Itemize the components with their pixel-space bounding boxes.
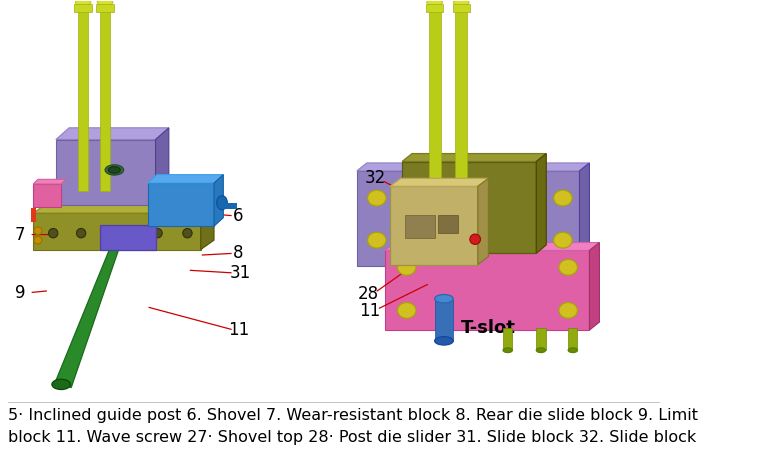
Text: 5: 5 (134, 136, 144, 154)
Polygon shape (147, 175, 223, 183)
Ellipse shape (536, 348, 545, 353)
Ellipse shape (435, 337, 453, 345)
Polygon shape (156, 128, 169, 205)
Text: 8: 8 (233, 244, 244, 262)
Ellipse shape (34, 236, 42, 244)
Polygon shape (478, 179, 488, 265)
Text: T-slot: T-slot (462, 319, 516, 337)
Ellipse shape (568, 348, 578, 353)
Bar (536, 328, 545, 350)
Bar (568, 328, 578, 350)
Text: 28: 28 (358, 285, 379, 303)
Ellipse shape (427, 0, 442, 6)
Text: block 11. Wave screw 27· Shovel top 28· Post die slider 31. Slide block 32. Slid: block 11. Wave screw 27· Shovel top 28· … (8, 430, 697, 445)
Ellipse shape (368, 232, 386, 248)
Ellipse shape (77, 228, 86, 238)
Ellipse shape (34, 227, 42, 235)
Text: 27: 27 (409, 162, 431, 180)
Polygon shape (97, 4, 114, 12)
Polygon shape (390, 179, 488, 187)
Ellipse shape (559, 302, 578, 318)
Ellipse shape (453, 0, 469, 6)
Polygon shape (385, 243, 599, 251)
Polygon shape (402, 162, 536, 253)
Text: 31: 31 (230, 264, 251, 282)
Ellipse shape (217, 196, 227, 210)
Polygon shape (536, 154, 546, 253)
Polygon shape (357, 171, 580, 266)
Polygon shape (580, 163, 590, 266)
Ellipse shape (470, 234, 481, 244)
Bar (438, 215, 458, 233)
Ellipse shape (75, 0, 91, 6)
Polygon shape (385, 251, 590, 330)
Bar (435, 300, 452, 341)
Ellipse shape (503, 348, 512, 353)
Polygon shape (402, 154, 546, 162)
Ellipse shape (559, 260, 578, 275)
Ellipse shape (153, 228, 162, 238)
Polygon shape (214, 175, 223, 226)
Polygon shape (452, 4, 470, 12)
Bar (405, 215, 435, 238)
Polygon shape (33, 179, 66, 184)
Text: 9: 9 (15, 284, 25, 301)
Ellipse shape (554, 232, 572, 248)
Text: 32: 32 (364, 170, 386, 187)
Bar (429, 1, 441, 214)
Ellipse shape (554, 190, 572, 206)
Ellipse shape (397, 302, 416, 318)
Text: 11: 11 (359, 302, 381, 320)
Ellipse shape (108, 167, 121, 173)
Ellipse shape (113, 228, 122, 238)
Polygon shape (590, 243, 599, 330)
Polygon shape (56, 251, 118, 388)
Polygon shape (74, 4, 91, 12)
Polygon shape (56, 128, 169, 139)
Ellipse shape (183, 228, 192, 238)
Bar (222, 203, 237, 209)
Ellipse shape (52, 379, 71, 390)
Ellipse shape (97, 0, 113, 6)
Text: 7: 7 (15, 226, 25, 244)
Polygon shape (33, 213, 200, 250)
Polygon shape (426, 4, 443, 12)
Text: 6: 6 (233, 207, 244, 225)
Polygon shape (147, 183, 214, 226)
Ellipse shape (435, 294, 453, 303)
Polygon shape (390, 187, 478, 265)
Bar (100, 4, 111, 191)
Polygon shape (357, 163, 590, 171)
Polygon shape (33, 184, 61, 207)
Text: 5· Inclined guide post 6. Shovel 7. Wear-resistant block 8. Rear die slide block: 5· Inclined guide post 6. Shovel 7. Wear… (8, 408, 698, 423)
Polygon shape (33, 203, 214, 213)
Polygon shape (56, 139, 156, 205)
Bar (78, 4, 88, 191)
Bar (31, 208, 36, 222)
Ellipse shape (397, 260, 416, 275)
Ellipse shape (48, 228, 58, 238)
Bar (503, 328, 512, 350)
Bar (455, 1, 467, 214)
Ellipse shape (368, 190, 386, 206)
Polygon shape (200, 203, 214, 250)
Ellipse shape (105, 165, 124, 175)
Polygon shape (100, 225, 156, 251)
Text: 11: 11 (228, 321, 250, 339)
